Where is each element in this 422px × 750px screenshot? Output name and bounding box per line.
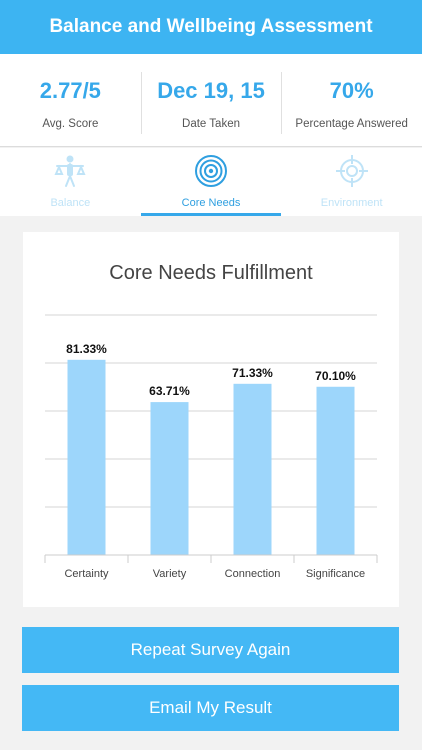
tab-balance[interactable]: Balance [0, 148, 141, 216]
stats-bar: 2.77/5 Avg. Score Dec 19, 15 Date Taken … [0, 54, 422, 147]
bar [67, 359, 106, 555]
x-tick-label: Certainty [64, 568, 109, 580]
stat-label: Avg. Score [42, 118, 99, 130]
stat-label: Percentage Answered [295, 118, 408, 130]
bar-chart: 81.33% Certainty 63.71% Variety 71.33% Connec… [44, 314, 378, 580]
data-label: 71.33% [232, 366, 273, 380]
stat-date-taken: Dec 19, 15 Date Taken [140, 54, 282, 146]
tab-environment[interactable]: Environment [281, 148, 422, 216]
stat-value: Dec 19, 15 [157, 78, 265, 103]
stat-percentage-answered: 70% Percentage Answered [281, 54, 422, 146]
x-tick-label: Connection [225, 568, 281, 580]
data-label: 81.33% [66, 342, 107, 356]
repeat-survey-button[interactable]: Repeat Survey Again [22, 627, 399, 673]
tab-core-needs[interactable]: Core Needs [140, 148, 282, 216]
tab-bar: Balance Core Needs Environment [0, 148, 422, 216]
x-tick-label: Significance [306, 568, 365, 580]
bar [150, 402, 189, 555]
active-tab-indicator [140, 213, 282, 216]
tab-label: Core Needs [181, 197, 241, 209]
tab-label: Balance [50, 197, 91, 209]
target-icon [195, 155, 227, 187]
chart-card: Core Needs Fulfillment 81.33% Certainty 63… [23, 232, 399, 607]
data-label: 70.10% [315, 369, 356, 383]
app-header: Balance and Wellbeing Assessment [0, 0, 422, 54]
email-result-button[interactable]: Email My Result [22, 685, 399, 731]
x-tick-label: Variety [153, 568, 187, 580]
tab-label: Environment [320, 197, 383, 209]
data-label: 63.71% [149, 384, 190, 398]
balance-person-icon [54, 155, 86, 187]
crosshair-icon [335, 155, 368, 187]
stat-label: Date Taken [182, 118, 240, 130]
stat-value: 70% [329, 78, 374, 103]
page-title: Balance and Wellbeing Assessment [49, 16, 373, 37]
stat-value: 2.77/5 [39, 78, 101, 103]
chart-title: Core Needs Fulfillment [109, 262, 313, 284]
bar [316, 386, 355, 555]
bar [233, 383, 272, 555]
stat-avg-score: 2.77/5 Avg. Score [0, 54, 141, 146]
